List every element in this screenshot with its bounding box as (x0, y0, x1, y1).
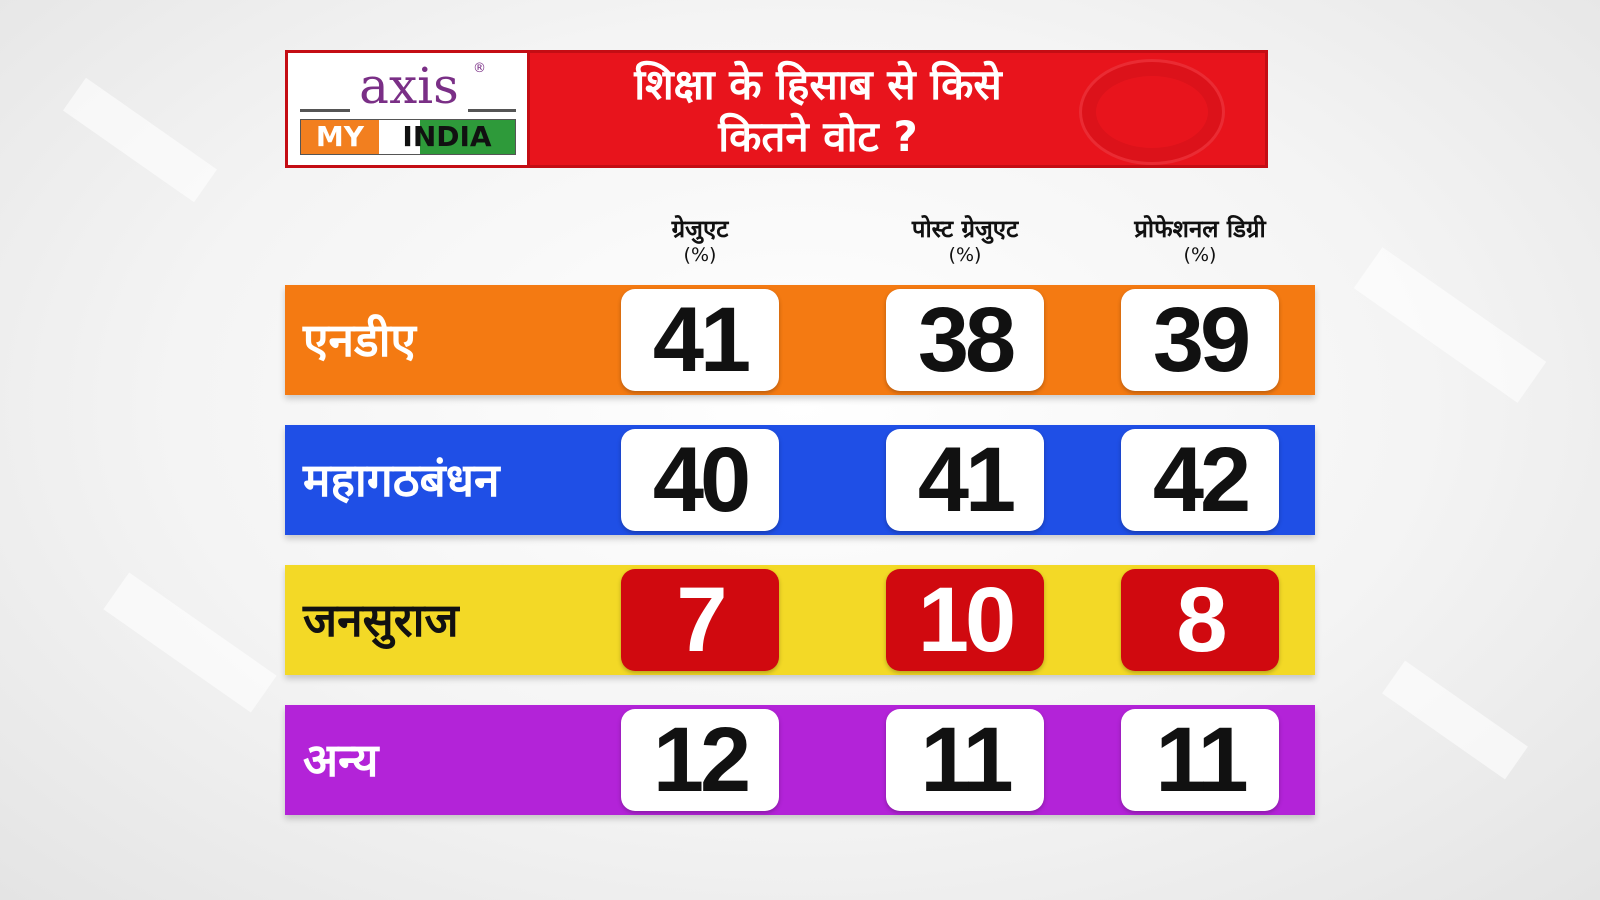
logo-india: INDIA (379, 120, 515, 154)
party-row: महागठबंधन 40 41 42 (285, 425, 1315, 535)
vote-share-value: 40 (621, 429, 779, 531)
party-row: जनसुराज 7 10 8 (285, 565, 1315, 675)
logo-registered-mark: ® (473, 61, 486, 76)
vote-share-value: 41 (886, 429, 1044, 531)
column-header-0: ग्रेजुएट (%) (580, 214, 820, 266)
vote-share-value: 11 (886, 709, 1044, 811)
vote-share-value: 42 (1121, 429, 1279, 531)
column-header-name: पोस्ट ग्रेजुएट (911, 215, 1019, 243)
axis-my-india-logo: axis ® MY INDIA (288, 53, 530, 165)
background-shard (103, 572, 277, 713)
vote-share-value: 39 (1121, 289, 1279, 391)
column-header-name: प्रोफेशनल डिग्री (1134, 215, 1266, 243)
column-header-unit: (%) (948, 244, 982, 266)
party-label: एनडीए (303, 313, 416, 367)
column-header-2: प्रोफेशनल डिग्री (%) (1080, 214, 1320, 266)
vote-share-value: 41 (621, 289, 779, 391)
header-decoration (1079, 59, 1225, 165)
chart-title-line2: कितने वोट ? (718, 112, 918, 161)
background-shard (62, 77, 218, 203)
vote-share-value: 7 (621, 569, 779, 671)
party-row: अन्य 12 11 11 (285, 705, 1315, 815)
logo-bar: MY INDIA (300, 119, 516, 155)
vote-share-value: 8 (1121, 569, 1279, 671)
logo-word: axis (359, 57, 459, 115)
background-shard (1382, 660, 1528, 780)
party-label: महागठबंधन (303, 453, 500, 507)
column-header-1: पोस्ट ग्रेजुएट (%) (845, 214, 1085, 266)
vote-share-value: 38 (886, 289, 1044, 391)
logo-line-right (468, 109, 516, 112)
column-header-unit: (%) (683, 244, 717, 266)
logo-my: MY (301, 120, 379, 154)
chart-title-line1: शिक्षा के हिसाब से किसे (634, 60, 1002, 109)
chart-title: शिक्षा के हिसाब से किसे कितने वोट ? (538, 59, 1098, 163)
party-label: अन्य (303, 733, 379, 787)
column-header-name: ग्रेजुएट (671, 215, 729, 243)
party-label: जनसुराज (303, 593, 459, 647)
vote-share-value: 10 (886, 569, 1044, 671)
header-banner: axis ® MY INDIA शिक्षा के हिसाब से किसे … (285, 50, 1268, 168)
vote-share-value: 11 (1121, 709, 1279, 811)
background-shard (1353, 247, 1547, 403)
vote-share-value: 12 (621, 709, 779, 811)
column-header-unit: (%) (1183, 244, 1217, 266)
logo-line-left (300, 109, 350, 112)
party-row: एनडीए 41 38 39 (285, 285, 1315, 395)
